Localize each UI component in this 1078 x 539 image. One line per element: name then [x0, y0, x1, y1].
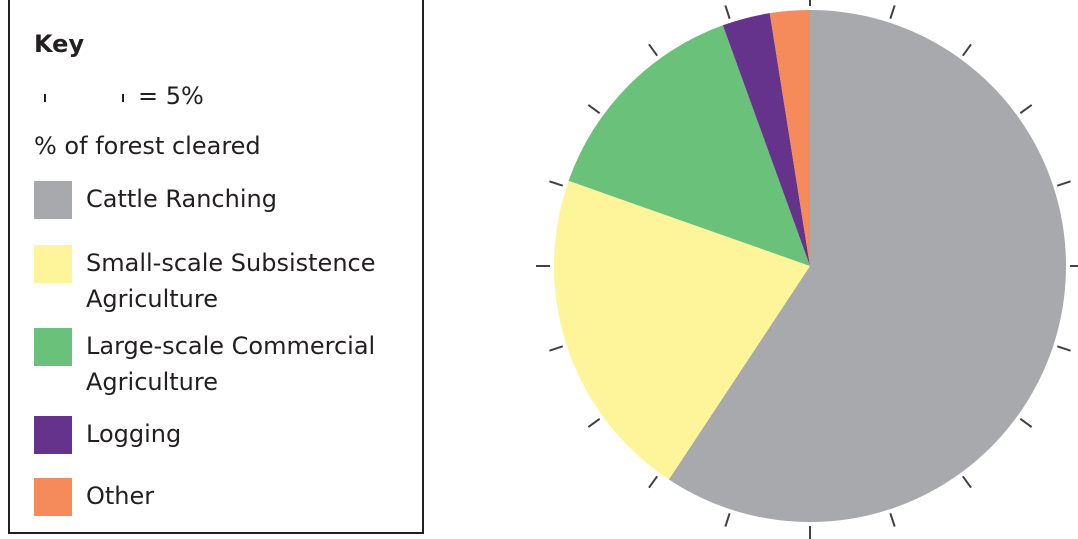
pie-slices — [554, 9, 1066, 522]
pie-tick-mark — [549, 180, 564, 187]
legend-subtitle: % of forest cleared — [34, 132, 261, 160]
legend-swatch — [34, 245, 72, 283]
legend-label: Logging — [86, 420, 182, 448]
pie-tick-mark — [549, 345, 564, 352]
legend-swatch — [34, 478, 72, 516]
legend-box: Key = 5% % of forest cleared Cattle Ranc… — [8, 0, 424, 534]
pie-slice-logging — [722, 13, 810, 267]
legend-label: Cattle Ranching — [86, 185, 277, 213]
pie-tick-mark — [648, 43, 658, 57]
legend-swatch — [34, 181, 72, 219]
pie-tick-mark — [1056, 180, 1071, 187]
pie-slice-small-scale-subsistence — [554, 180, 810, 480]
scale-indicator: = 5% — [34, 82, 254, 112]
legend-label: Other — [86, 482, 155, 510]
legend-swatch — [34, 416, 72, 454]
pie-tick-mark — [962, 475, 972, 489]
pie-tick-mark — [1056, 345, 1071, 352]
pie-tick-mark — [1019, 418, 1033, 428]
pie-tick-mark — [724, 512, 731, 527]
pie-tick-mark — [648, 475, 658, 489]
pie-slice-large-scale-commercial — [568, 25, 810, 266]
legend-swatch — [34, 328, 72, 366]
pie-slice-cattle-ranching — [668, 10, 1066, 522]
pie-ticks — [536, 0, 1078, 539]
pie-tick-mark — [889, 512, 896, 527]
pie-tick-mark — [587, 104, 601, 114]
scale-tick-start — [44, 94, 46, 102]
pie-tick-mark — [724, 5, 731, 20]
pie-tick-mark — [1019, 104, 1033, 114]
legend-label: Small-scale Subsistence Agriculture — [86, 249, 376, 313]
legend-title: Key — [34, 30, 85, 58]
legend-label: Large-scale Commercial Agriculture — [86, 332, 376, 396]
scale-tick-end — [122, 94, 124, 102]
pie-tick-mark — [889, 5, 896, 20]
pie-slice-other — [769, 9, 810, 266]
pie-tick-mark — [962, 43, 972, 57]
pie-tick-mark — [587, 418, 601, 428]
scale-label: = 5% — [138, 82, 204, 110]
